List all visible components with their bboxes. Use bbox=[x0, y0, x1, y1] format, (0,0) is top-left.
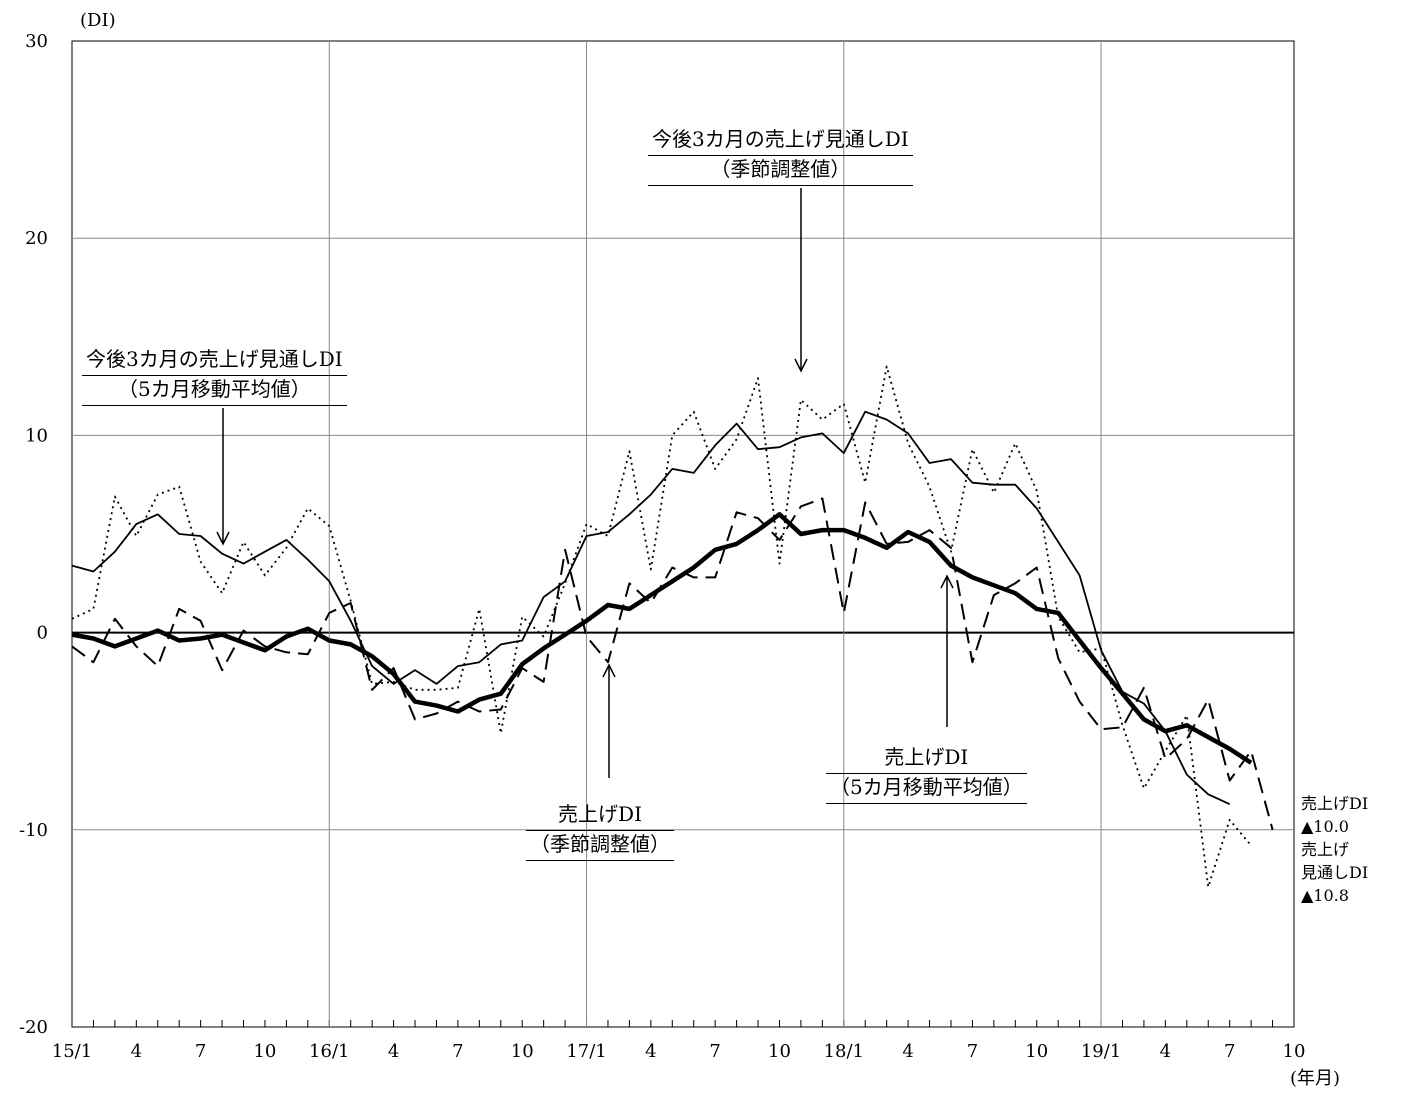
x-tick-label: 4 bbox=[1160, 1041, 1171, 1062]
y-axis-unit-label: (DI) bbox=[80, 10, 116, 31]
x-tick-label: 4 bbox=[645, 1041, 656, 1062]
tick-labels: -20 -10 0 10 20 30 15/1 4 7 10 16/1 4 7 10 17/1 4 7 10 18/… bbox=[19, 31, 1305, 1062]
x-tick-label: 10 bbox=[511, 1041, 534, 1062]
series-line-4 bbox=[71, 512, 1253, 765]
x-tick-label: 10 bbox=[1025, 1041, 1048, 1062]
latest-sales-value: ▲10.0 bbox=[1301, 817, 1349, 836]
arrow-sales-moving-average bbox=[940, 574, 954, 727]
x-tick-label: 18/1 bbox=[824, 1041, 864, 1062]
latest-sales-label: 売上げDI bbox=[1301, 794, 1369, 813]
latest-outlook-label-2: 見通しDI bbox=[1301, 863, 1369, 882]
arrow-sales-seasonal bbox=[602, 663, 616, 778]
y-tick-label: 0 bbox=[37, 623, 48, 644]
series-line-3 bbox=[71, 497, 1274, 831]
annotation-line-2: （季節調整値） bbox=[648, 156, 913, 186]
annotation-line-2: （5カ月移動平均値） bbox=[82, 376, 347, 406]
latest-outlook-label-1: 売上げ bbox=[1301, 840, 1350, 859]
annotation-arrows bbox=[216, 188, 954, 778]
annotation-line-1: 今後3カ月の売上げ見通しDI bbox=[82, 346, 347, 376]
annotation-line-2: （5カ月移動平均値） bbox=[826, 774, 1027, 804]
x-axis-unit-label: (年月) bbox=[1290, 1068, 1341, 1089]
annotation-sales-moving-average: 売上げDI （5カ月移動平均値） bbox=[826, 744, 1027, 804]
x-tick-label: 7 bbox=[195, 1041, 206, 1062]
x-tick-label: 17/1 bbox=[566, 1041, 606, 1062]
latest-outlook-value: ▲10.8 bbox=[1301, 886, 1349, 905]
x-tick-label: 4 bbox=[388, 1041, 399, 1062]
y-tick-label: -10 bbox=[19, 820, 48, 841]
annotation-outlook-seasonal: 今後3カ月の売上げ見通しDI （季節調整値） bbox=[648, 126, 913, 186]
x-tick-label: 10 bbox=[768, 1041, 791, 1062]
plot-frame bbox=[71, 40, 1295, 1028]
series-line-1 bbox=[71, 365, 1252, 888]
x-tick-label: 7 bbox=[967, 1041, 978, 1062]
y-tick-label: -20 bbox=[19, 1017, 48, 1038]
x-tick-label: 7 bbox=[452, 1041, 463, 1062]
annotation-line-2: （季節調整値） bbox=[526, 831, 674, 861]
x-tick-label: 10 bbox=[253, 1041, 276, 1062]
x-tick-label: 16/1 bbox=[309, 1041, 349, 1062]
annotation-outlook-moving-average: 今後3カ月の売上げ見通しDI （5カ月移動平均値） bbox=[82, 346, 347, 406]
latest-values-label: 売上げDI ▲10.0 売上げ 見通しDI ▲10.8 bbox=[1301, 792, 1368, 907]
annotation-line-1: 売上げDI bbox=[526, 801, 674, 831]
x-tick-label: 19/1 bbox=[1081, 1041, 1121, 1062]
arrow-outlook-moving-average bbox=[216, 408, 230, 546]
y-tick-label: 30 bbox=[25, 31, 48, 52]
series-lines bbox=[71, 365, 1274, 888]
x-tick-label: 4 bbox=[131, 1041, 142, 1062]
x-tick-label: 15/1 bbox=[52, 1041, 92, 1062]
x-tick-label: 7 bbox=[1224, 1041, 1235, 1062]
grid-lines bbox=[71, 40, 1295, 1028]
y-tick-label: 10 bbox=[25, 425, 48, 446]
annotation-sales-seasonal: 売上げDI （季節調整値） bbox=[526, 801, 674, 861]
x-tick-label: 10 bbox=[1283, 1041, 1306, 1062]
arrow-outlook-seasonal bbox=[794, 188, 808, 373]
series-line-2 bbox=[71, 410, 1231, 806]
y-tick-label: 20 bbox=[25, 228, 48, 249]
annotation-line-1: 売上げDI bbox=[826, 744, 1027, 774]
x-tick-label: 7 bbox=[709, 1041, 720, 1062]
annotation-line-1: 今後3カ月の売上げ見通しDI bbox=[648, 126, 913, 156]
x-tick-label: 4 bbox=[902, 1041, 913, 1062]
